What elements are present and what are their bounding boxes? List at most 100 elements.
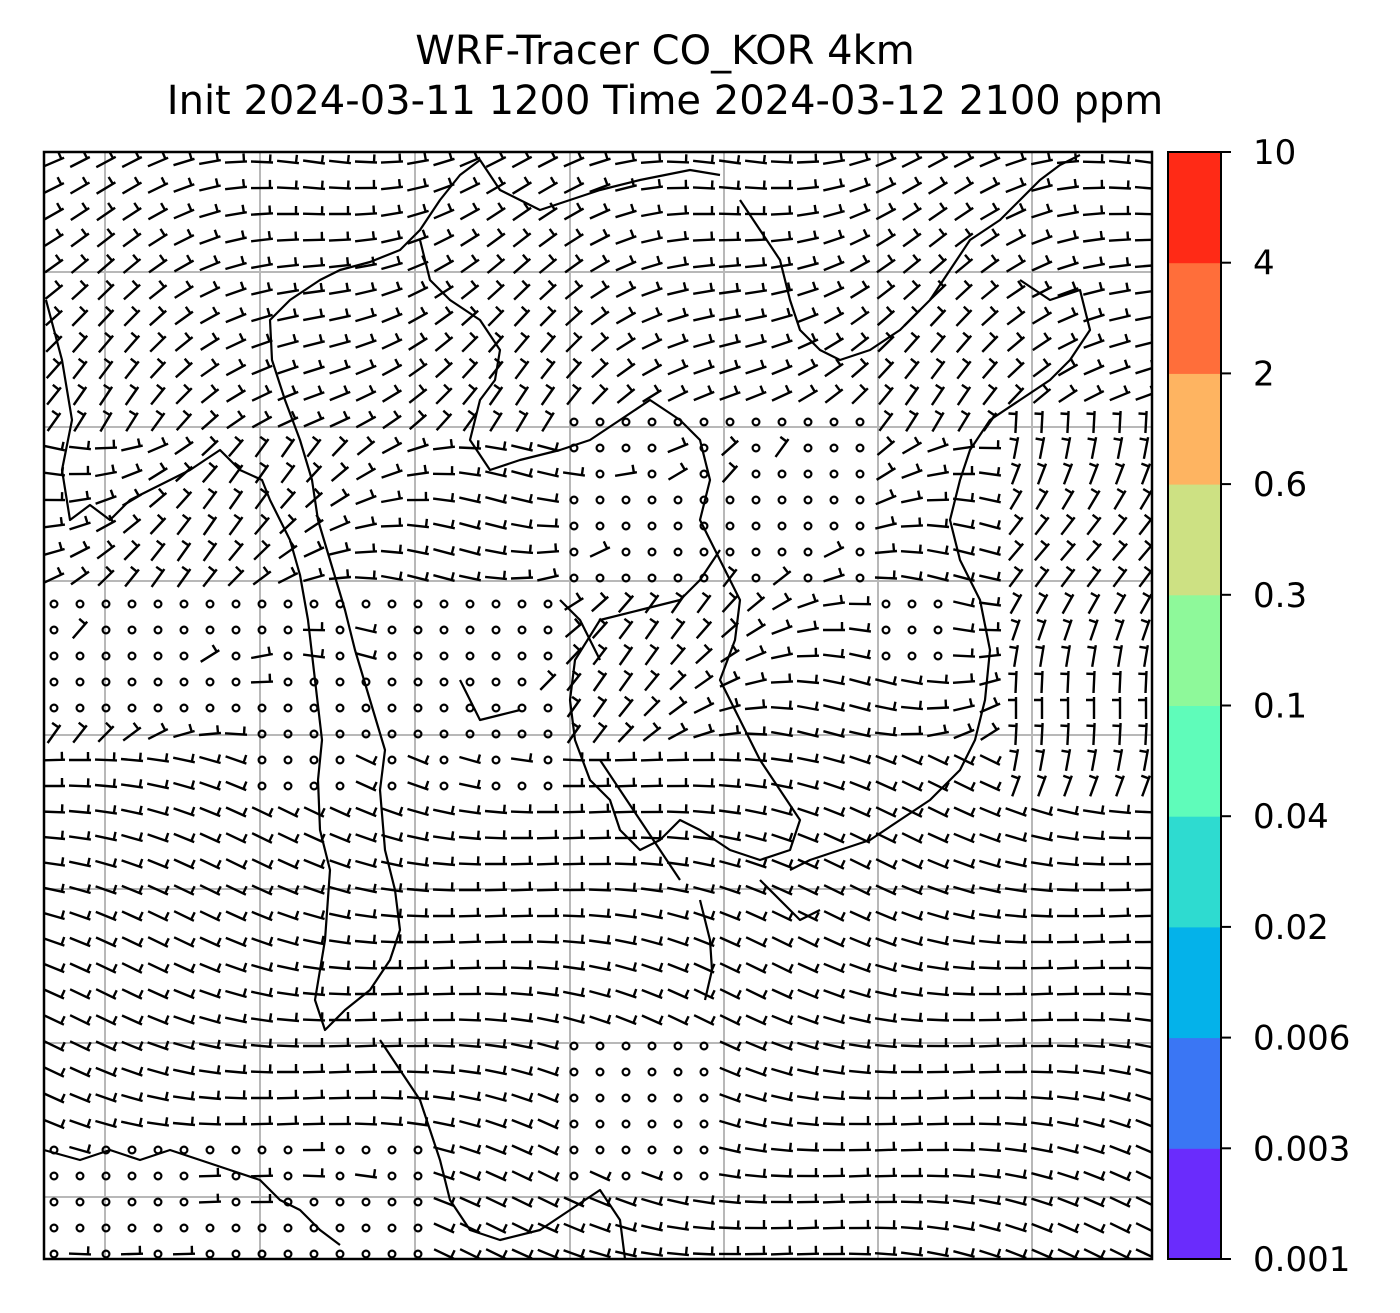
wind-barb (406, 545, 430, 556)
wind-barb (797, 593, 819, 609)
wind-barb (1088, 462, 1100, 485)
wind-barb (1082, 805, 1106, 815)
wind-barb (1139, 436, 1150, 460)
colorbar-tick-label: 0.02 (1253, 908, 1329, 948)
wind-barb (121, 1092, 144, 1103)
wind-barb (462, 409, 478, 432)
wind-barb (510, 1013, 534, 1023)
wind-barb (981, 331, 999, 353)
wind-barb (849, 177, 871, 193)
wind-barb (1005, 254, 1027, 273)
wind-barb (1108, 1012, 1132, 1022)
wind-barb (588, 829, 612, 840)
wind-barb (1134, 888, 1152, 892)
calm-wind-marker (153, 651, 163, 661)
wind-barb (770, 1219, 794, 1230)
wind-barb (199, 936, 222, 948)
wind-barb (616, 332, 636, 351)
wind-barb (251, 384, 273, 402)
wind-barb (563, 1248, 586, 1259)
calm-wind-marker (231, 1145, 241, 1155)
colorbar-segment (1168, 816, 1221, 928)
calm-wind-marker (335, 729, 345, 739)
wind-barb (902, 254, 922, 274)
wind-barb (303, 858, 326, 870)
wind-barb (277, 936, 300, 947)
calm-wind-marker (153, 1171, 163, 1181)
calm-wind-marker (673, 495, 683, 505)
wind-barb (667, 359, 689, 376)
wind-barb (1082, 256, 1106, 270)
wind-barb (461, 331, 479, 353)
coastline-south (44, 599, 714, 1259)
title-line-1: WRF-Tracer CO_KOR 4km (415, 28, 915, 74)
wind-barb (823, 332, 845, 351)
wind-barb (302, 308, 326, 322)
wind-barb (900, 1194, 924, 1204)
wind-barb (303, 385, 325, 401)
wind-barb (956, 383, 972, 406)
wind-barb (617, 721, 635, 743)
wind-barb (614, 777, 638, 788)
wind-barb (1082, 882, 1106, 892)
wind-barb (979, 754, 1002, 766)
wind-barb (1134, 810, 1152, 814)
wind-barb (1083, 333, 1105, 349)
wind-barb (979, 571, 1001, 582)
wind-barb (693, 333, 715, 349)
wind-barb (875, 780, 898, 792)
wind-barb (875, 832, 898, 844)
wind-barb (849, 780, 872, 792)
wind-barb (875, 228, 897, 247)
calm-wind-marker (257, 755, 267, 765)
wind-barb (44, 883, 66, 894)
wind-barb (354, 1116, 378, 1126)
wind-barb (953, 884, 976, 895)
wind-barb (121, 936, 144, 948)
wind-barb (563, 778, 585, 788)
calm-wind-marker (101, 1249, 111, 1259)
wind-barb (147, 722, 169, 740)
wind-barb (227, 435, 245, 458)
wind-barb (875, 754, 898, 766)
wind-barb (381, 358, 403, 377)
calm-wind-marker (127, 651, 137, 661)
wind-barb (692, 778, 716, 788)
calm-wind-marker (465, 651, 475, 661)
wind-barb (69, 1118, 92, 1129)
calm-wind-marker (439, 677, 449, 687)
wind-barb (746, 591, 766, 612)
wind-barb (354, 205, 378, 216)
wind-barb (615, 1247, 637, 1258)
wind-barb (44, 305, 64, 327)
wind-barb (224, 178, 248, 191)
wind-barb (407, 934, 429, 944)
wind-barb (926, 1038, 950, 1048)
wind-barb (667, 910, 689, 921)
wind-barb (511, 1170, 534, 1182)
wind-barb (692, 231, 716, 242)
wind-barb (719, 910, 742, 922)
wind-barb (173, 910, 196, 922)
calm-wind-marker (205, 677, 215, 687)
wind-barb (1056, 1011, 1080, 1022)
wind-barb (953, 723, 975, 740)
wind-barb (537, 1248, 560, 1259)
wind-barb (979, 1221, 1001, 1232)
wind-barb (199, 858, 222, 870)
calm-wind-marker (465, 703, 475, 713)
wind-barb (225, 780, 248, 792)
wind-barb (978, 467, 1002, 477)
wind-barb (849, 280, 871, 299)
wind-barb (1114, 774, 1125, 797)
wind-barb (251, 307, 273, 323)
wind-barb (44, 566, 65, 584)
wind-barb (926, 464, 950, 478)
calm-wind-marker (257, 1145, 267, 1155)
wind-barb (640, 883, 664, 893)
wind-barb (1004, 985, 1028, 996)
wind-barb (406, 1117, 430, 1127)
wind-barb (70, 202, 90, 222)
wind-barb (225, 332, 247, 350)
calm-wind-marker (127, 1197, 137, 1207)
